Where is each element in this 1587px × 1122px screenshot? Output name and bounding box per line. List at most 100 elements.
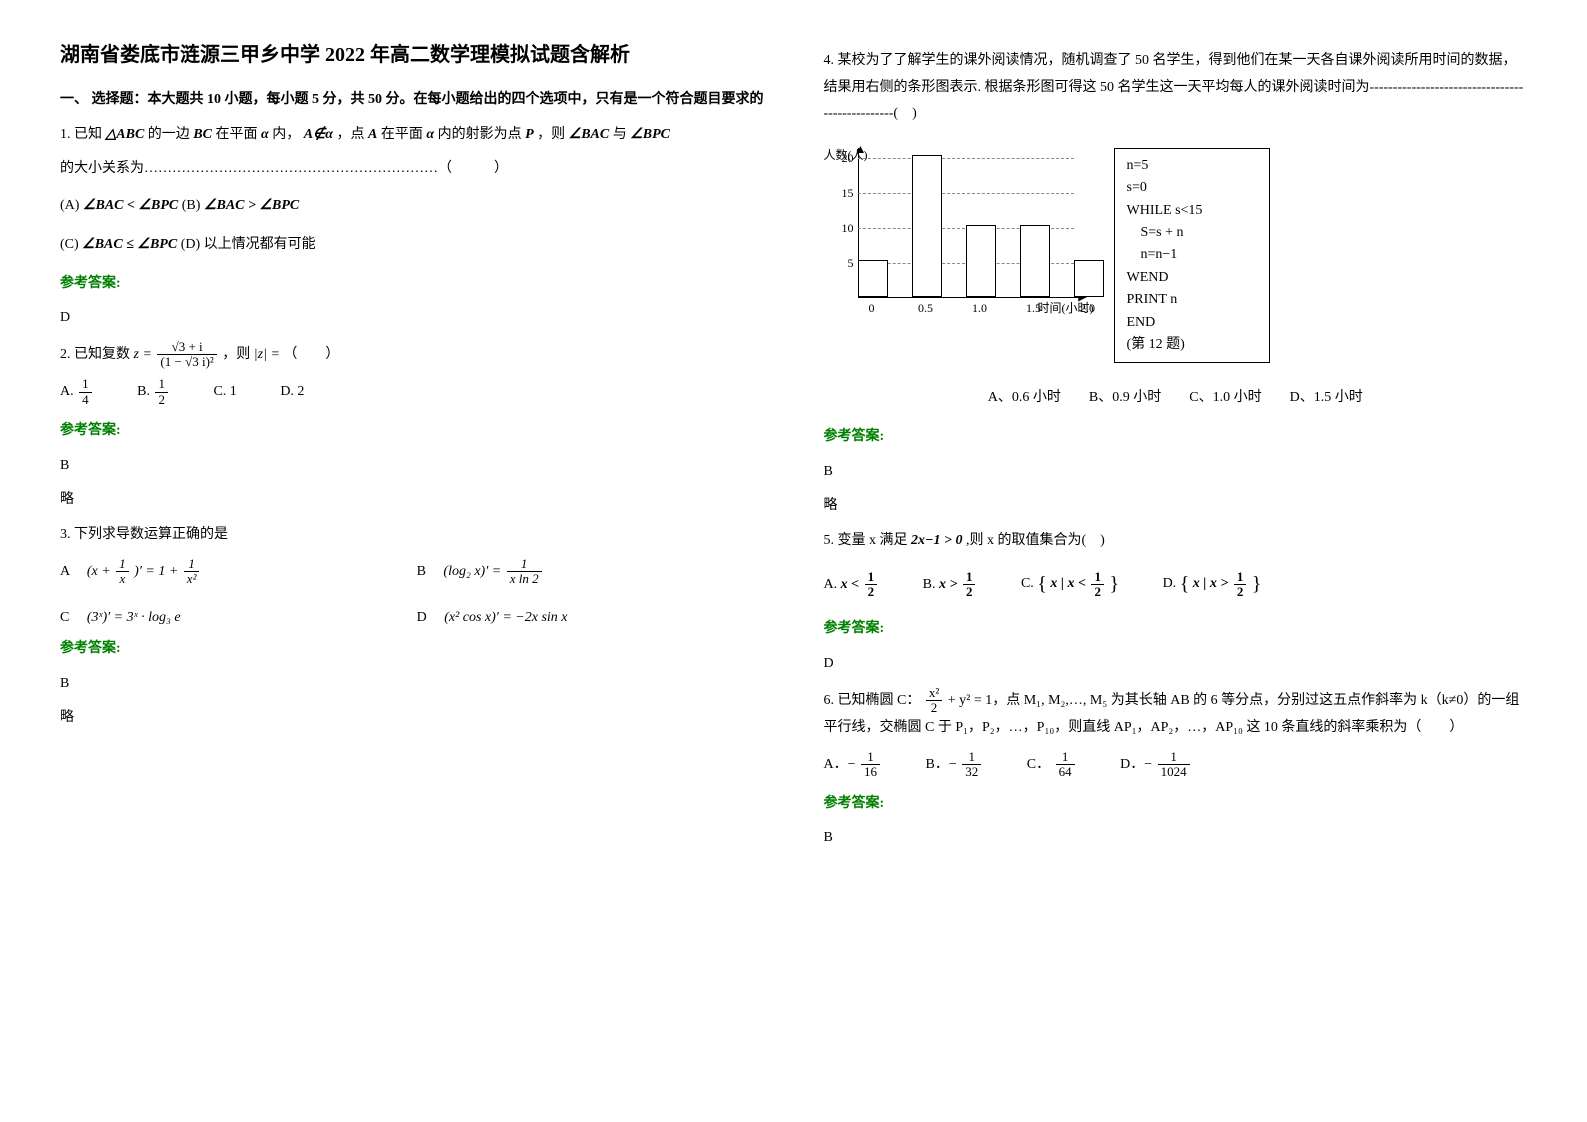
q3-optA: A (x + 1 x )′ = 1 + 1 x² xyxy=(60,557,377,587)
frac: 1 64 xyxy=(1056,750,1075,780)
num: 1 xyxy=(1158,750,1190,765)
section-heading: 一、 选择题：本大题共 10 小题，每小题 5 分，共 50 分。在每小题给出的… xyxy=(60,88,764,112)
num: 1 xyxy=(116,557,129,572)
right-brace-icon: } xyxy=(1109,562,1119,606)
q1-text: 内， xyxy=(272,127,300,142)
q1-bc: BC xyxy=(193,127,212,142)
q3-answer: B xyxy=(60,671,764,698)
num: 1 xyxy=(155,377,168,392)
q5-answer-label: 参考答案: xyxy=(824,616,1528,643)
q6-text: 6. 已知椭圆 C： xyxy=(824,693,921,708)
code-line: END xyxy=(1127,312,1257,334)
q1-answer-label: 参考答案: xyxy=(60,271,764,298)
code-line: s=0 xyxy=(1127,177,1257,199)
right-brace-icon: } xyxy=(1252,562,1262,606)
q3-optD: D (x² cos x)′ = −2x sin x xyxy=(417,606,734,626)
num: 1 xyxy=(507,557,542,572)
den: 2 xyxy=(155,393,168,407)
q4-note: 略 xyxy=(824,493,1528,520)
num: 1 xyxy=(1091,570,1104,585)
num: 1 xyxy=(861,750,880,765)
code-line: n=5 xyxy=(1127,155,1257,177)
frac: 1 2 xyxy=(1091,570,1104,600)
q1-a: A xyxy=(368,127,377,142)
left-brace-icon: { xyxy=(1037,562,1047,606)
q4-answer: B xyxy=(824,459,1528,486)
q1-optA-pre: (A) xyxy=(60,198,83,213)
q2-note: 略 xyxy=(60,487,764,514)
q1-optC: ∠BAC ≤ ∠BPC xyxy=(82,237,177,252)
q6-answer-label: 参考答案: xyxy=(824,791,1528,818)
frac: 1 2 xyxy=(963,570,976,600)
den: 2 xyxy=(1091,585,1104,599)
y-tick-label: 15 xyxy=(838,186,854,201)
right-column: 4. 某校为了了解学生的课外阅读情况，随机调查了 50 名学生，得到他们在某一天… xyxy=(824,40,1528,860)
q2-optA: A. 1 4 xyxy=(60,377,94,408)
opt-label: B xyxy=(417,564,426,579)
y-tick-label: 20 xyxy=(838,151,854,166)
code-line: WHILE s<15 xyxy=(1127,200,1257,222)
opt-label: D．− xyxy=(1120,757,1152,772)
frac: 1 32 xyxy=(962,750,981,780)
den: 4 xyxy=(79,393,92,407)
q4-stem: 4. 某校为了了解学生的课外阅读情况，随机调查了 50 名学生，得到他们在某一天… xyxy=(824,48,1528,128)
q1-optC-pre: (C) xyxy=(60,237,82,252)
q3-optC: C (3ˣ)′ = 3ˣ · log₃ e xyxy=(60,606,377,626)
y-tick-label: 5 xyxy=(838,256,854,271)
expr: x < xyxy=(841,577,859,592)
chart-bar xyxy=(912,155,942,297)
q4-options: A、0.6 小时 B、0.9 小时 C、1.0 小时 D、1.5 小时 xyxy=(824,383,1528,414)
x-tick-label: 1.5 xyxy=(1026,301,1041,316)
chart-bar xyxy=(1020,225,1050,297)
num: x² xyxy=(926,686,942,701)
q1-optA: ∠BAC < ∠BPC xyxy=(83,198,178,213)
q3-optB: B (log₂ x)′ = 1 x ln 2 xyxy=(417,557,734,587)
code-line: WEND xyxy=(1127,267,1257,289)
num: 1 xyxy=(79,377,92,392)
x-tick-label: 2.0 xyxy=(1080,301,1095,316)
frac: 1 2 xyxy=(1234,570,1247,600)
q1-text: 1. 已知 xyxy=(60,127,102,142)
num: 1 xyxy=(184,557,200,572)
q2-lhs: z = xyxy=(134,347,152,362)
q1-optB-pre: (B) xyxy=(182,198,204,213)
opt-label: A. xyxy=(824,577,838,592)
y-axis-label: 人数(人) xyxy=(824,146,884,163)
chart-bar xyxy=(966,225,996,297)
q2-text: 2. 已知复数 xyxy=(60,347,134,362)
q2-den: (1 − √3 i)² xyxy=(157,355,216,369)
num: 1 xyxy=(963,570,976,585)
opt-label: A．− xyxy=(824,757,856,772)
den: 2 xyxy=(1234,585,1247,599)
chart-bar xyxy=(858,260,888,297)
opt-label: C． xyxy=(1027,757,1050,772)
expr: )′ = 1 + xyxy=(134,564,178,579)
q6-optB: B．− 1 32 xyxy=(926,750,984,781)
q1-stem: 1. 已知 △ABC 的一边 BC 在平面 α 内， A∉α ，点 A 在平面 … xyxy=(60,122,764,149)
y-tick-label: 10 xyxy=(838,221,854,236)
q2-optD: D. 2 xyxy=(280,377,304,408)
q5-answer: D xyxy=(824,651,1528,678)
q5-optC: C. { x | x < 1 2 } xyxy=(1021,562,1119,606)
q1-optB: ∠BAC > ∠BPC xyxy=(204,198,299,213)
q2-answer-label: 参考答案: xyxy=(60,418,764,445)
q1-alpha: α xyxy=(261,127,269,142)
code-line: n=n−1 xyxy=(1127,244,1257,266)
den: 16 xyxy=(861,765,880,779)
q1-tail: 的大小关系为………………………………………………………（ ） xyxy=(60,156,764,183)
q1-tri: △ABC xyxy=(106,127,145,142)
frac: 1 16 xyxy=(861,750,880,780)
q6-answer: B xyxy=(824,825,1528,852)
num: 1 xyxy=(865,570,878,585)
expr: x | x < xyxy=(1050,577,1086,592)
den: x ln 2 xyxy=(507,572,542,586)
q1-row2: (C) ∠BAC ≤ ∠BPC (D) 以上情况都有可能 xyxy=(60,230,764,261)
q1-alpha2: α xyxy=(426,127,434,142)
q3-answer-label: 参考答案: xyxy=(60,636,764,663)
opt-label: C. xyxy=(1021,577,1034,592)
q2-optB: B. 1 2 xyxy=(137,377,170,408)
pseudocode-box: n=5 s=0 WHILE s<15 S=s + n n=n−1 WEND PR… xyxy=(1114,148,1270,364)
doc-title: 湖南省娄底市涟源三甲乡中学 2022 年高二数学理模拟试题含解析 xyxy=(60,40,764,70)
den: 64 xyxy=(1056,765,1075,779)
opt-label: D xyxy=(417,610,427,625)
